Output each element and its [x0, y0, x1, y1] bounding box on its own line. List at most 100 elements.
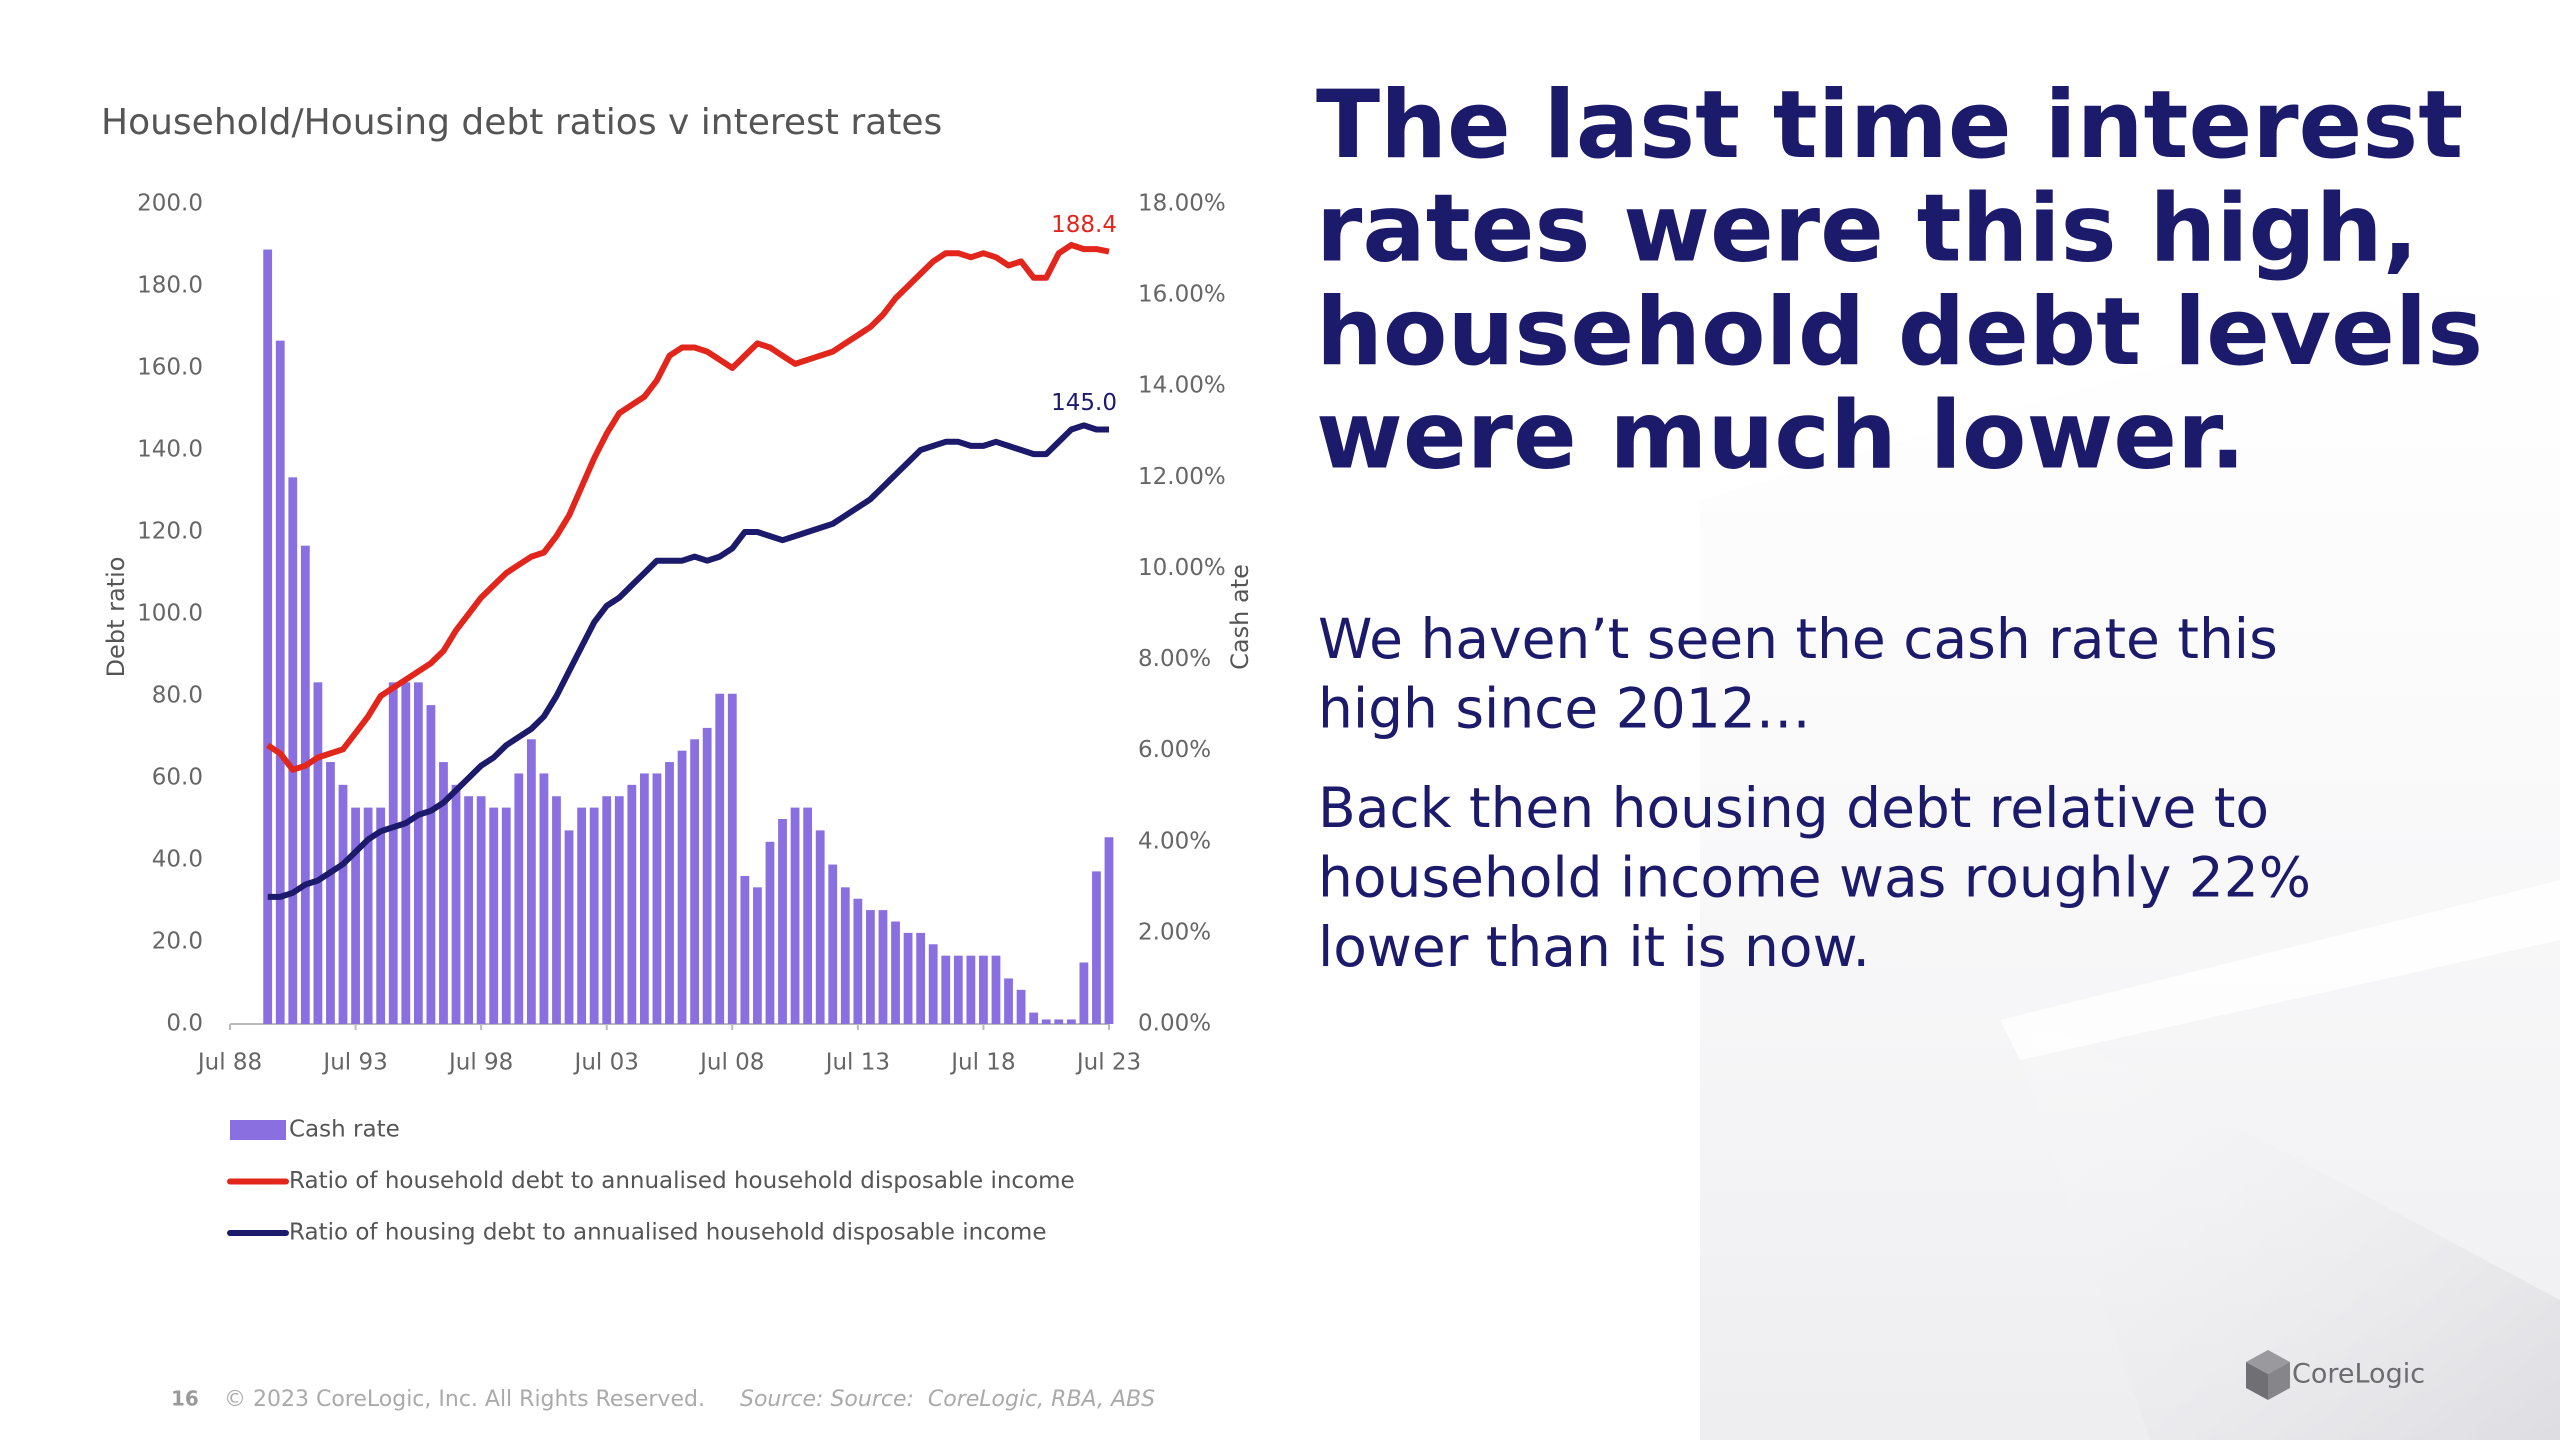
bar	[953, 955, 963, 1024]
bar	[589, 807, 599, 1024]
y2-tick-label: 6.00%	[1138, 737, 1211, 763]
y-tick-label: 200.0	[137, 191, 203, 217]
bar	[891, 921, 900, 1024]
y-tick-label: 40.0	[152, 847, 203, 873]
bar	[501, 807, 511, 1024]
data-label: 145.0	[1051, 390, 1117, 416]
bar	[815, 830, 825, 1024]
bar	[388, 682, 398, 1024]
bar	[991, 955, 1001, 1024]
logo-text: CoreLogic	[2292, 1359, 2425, 1390]
headline: were much lower.	[1316, 381, 2246, 490]
page-number: 16	[171, 1387, 199, 1411]
y-tick-label: 0.0	[166, 1011, 203, 1037]
bar	[778, 819, 787, 1024]
legend: Cash rate Ratio of household debt to annu…	[227, 1117, 1075, 1246]
bar	[602, 796, 612, 1024]
bar	[840, 887, 850, 1024]
bar	[401, 682, 411, 1024]
bar	[740, 875, 750, 1024]
bar	[828, 864, 838, 1024]
bar	[338, 784, 348, 1024]
bar	[715, 693, 725, 1024]
chart-title: Household/Housing debt ratios v interest…	[101, 102, 942, 143]
bar	[1004, 978, 1013, 1024]
paragraph-line: lower than it is now.	[1318, 915, 1870, 979]
plot: 0.0 20.0 40.0 60.0 80.0 100.0 120.0 140.0 160.0 1…	[137, 191, 1226, 1076]
bar	[376, 807, 386, 1024]
bar	[514, 773, 524, 1024]
paragraph-line: We haven’t seen the cash rate this	[1318, 607, 2278, 671]
bar	[690, 739, 700, 1024]
line	[267, 422, 1109, 900]
bar	[665, 762, 674, 1024]
y-axis-label: Debt ratio	[102, 557, 130, 678]
bar	[1104, 837, 1114, 1024]
bar	[426, 705, 436, 1024]
bar	[753, 887, 762, 1024]
y2-axis-label: Cash ate	[1226, 564, 1254, 670]
source: Source: Source: CoreLogic, RBA, ABS	[740, 1387, 1155, 1412]
bar	[464, 796, 473, 1024]
y-tick-label: 20.0	[152, 929, 203, 955]
bar	[903, 932, 913, 1024]
headline: rates were this high,	[1316, 174, 2418, 283]
bar	[577, 807, 586, 1024]
y2-tick-label: 8.00%	[1138, 646, 1211, 672]
bar	[476, 796, 486, 1024]
bar	[702, 727, 712, 1024]
bar	[727, 693, 737, 1024]
bar	[803, 807, 813, 1024]
bar	[677, 750, 687, 1024]
x-tick-label: Jul 88	[196, 1050, 262, 1076]
bar	[275, 340, 285, 1025]
bar	[539, 773, 549, 1024]
bar	[614, 796, 624, 1024]
headline: household debt levels	[1316, 278, 2483, 387]
bar	[552, 796, 561, 1024]
bar	[1066, 1019, 1076, 1024]
y-tick-label: 180.0	[137, 273, 203, 299]
x-tick-label: Jul 13	[824, 1050, 890, 1076]
x-tick-label: Jul 08	[698, 1050, 764, 1076]
bar	[652, 773, 662, 1024]
y2-tick-label: 12.00%	[1138, 464, 1226, 490]
y-tick-label: 120.0	[137, 519, 203, 545]
bar	[326, 762, 335, 1024]
bar	[853, 898, 863, 1024]
copyright: © 2023 CoreLogic, Inc. All Rights Reserv…	[224, 1387, 705, 1412]
bar	[928, 944, 938, 1024]
bar	[564, 830, 574, 1024]
bar	[1054, 1019, 1064, 1024]
bar	[363, 807, 373, 1024]
y-tick-label: 80.0	[152, 683, 203, 709]
x-tick-label: Jul 23	[1075, 1050, 1141, 1076]
bar	[1092, 871, 1101, 1024]
bar	[916, 932, 926, 1024]
bar	[1016, 989, 1026, 1024]
bar	[263, 249, 273, 1025]
bar	[489, 807, 499, 1024]
bar	[413, 682, 423, 1024]
paragraph-line: Back then housing debt relative to	[1318, 776, 2269, 840]
line	[266, 242, 1110, 773]
footer: 16 © 2023 CoreLogic, Inc. All Rights Res…	[171, 1387, 1155, 1413]
bar	[439, 762, 448, 1024]
y2-tick-label: 18.00%	[1138, 191, 1226, 217]
y2-tick-label: 14.00%	[1138, 373, 1226, 399]
bar	[1079, 962, 1089, 1024]
bar	[979, 955, 988, 1024]
x-tick-label: Jul 18	[949, 1050, 1015, 1076]
y2-tick-label: 10.00%	[1138, 555, 1226, 581]
bar	[765, 841, 775, 1024]
paragraph-line: high since 2012…	[1318, 677, 1811, 741]
data-label: 188.4	[1051, 212, 1117, 238]
y2-tick-label: 4.00%	[1138, 828, 1211, 854]
x-tick-label: Jul 93	[321, 1050, 387, 1076]
y2-tick-label: 0.00%	[1138, 1011, 1211, 1037]
bar	[627, 784, 637, 1024]
bar	[966, 955, 976, 1024]
bar	[300, 545, 310, 1024]
